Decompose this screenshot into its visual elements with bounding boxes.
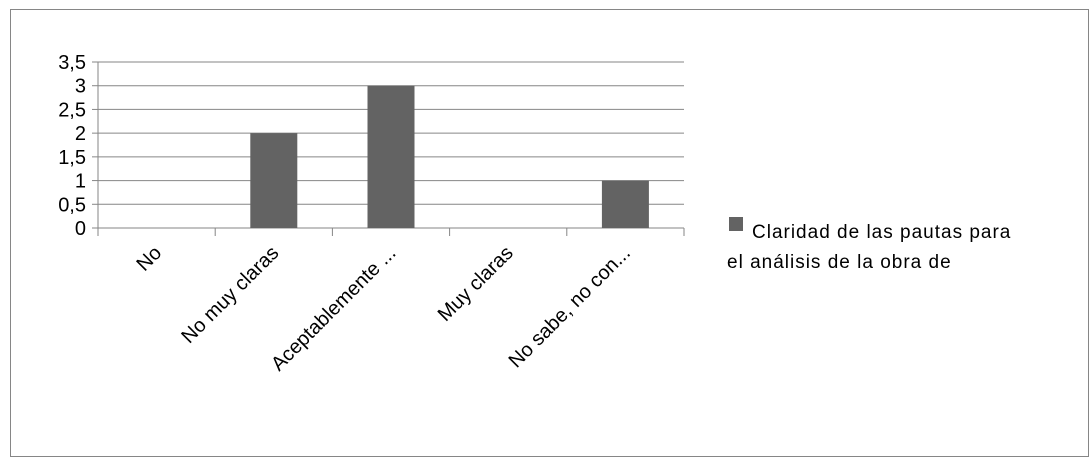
y-tick-label: 3 (75, 76, 86, 98)
x-tick-label: No muy claras (177, 242, 283, 348)
legend-label-line-2: el análisis de la obra de (727, 252, 952, 273)
y-tick-label: 1,5 (58, 147, 86, 169)
x-tick-label: No sabe, no con... (505, 242, 635, 372)
y-tick-label: 1 (75, 171, 86, 193)
x-tick-label: Muy claras (434, 242, 518, 326)
y-tick-label: 2 (75, 123, 86, 145)
y-tick-label: 2,5 (58, 99, 86, 121)
y-tick-label: 3,5 (58, 52, 86, 74)
bar (250, 133, 298, 228)
y-tick-labels: 00,511,522,533,5 (58, 52, 86, 240)
bar (367, 85, 415, 228)
bar (601, 180, 649, 228)
legend: Claridad de las pautas para el análisis … (727, 217, 1011, 273)
legend-swatch (729, 217, 743, 231)
chart-frame (10, 9, 1089, 457)
legend-label-line-1: Claridad de las pautas para (752, 222, 1011, 243)
bars (250, 85, 649, 228)
y-tick-label: 0 (75, 218, 86, 240)
x-tick-label: No (132, 242, 166, 276)
y-tick-label: 0,5 (58, 194, 86, 216)
x-tick-label: Aceptablemente ... (267, 242, 400, 375)
